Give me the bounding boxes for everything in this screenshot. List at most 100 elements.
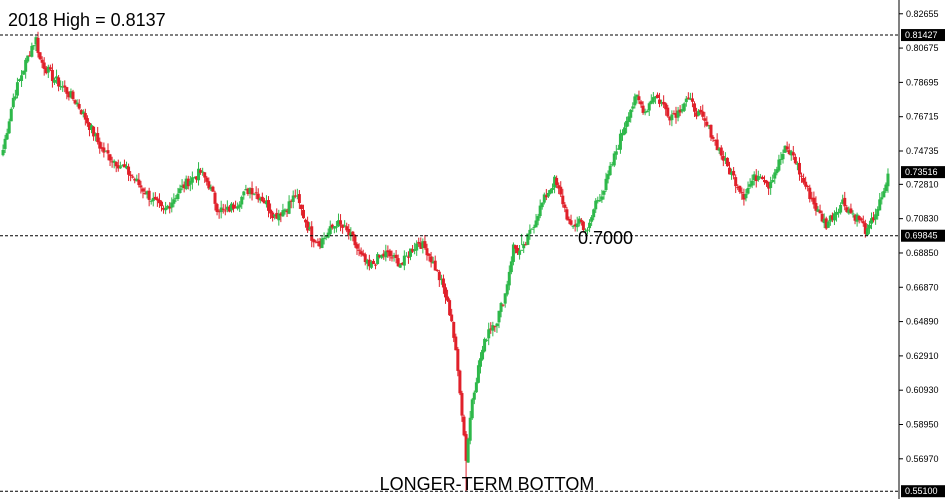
candle-body-up [3,138,7,149]
candle-body-up [24,59,28,72]
candle-body-up [596,200,600,202]
candle-body-down [139,185,143,188]
candle-body-down [275,212,279,219]
candle-body-up [324,236,328,238]
candle-body-up [238,204,242,208]
candle-body-down [357,249,361,251]
price-tick-label: 0.66870 [906,282,939,292]
price-tick-label: 0.78695 [906,77,939,87]
candle-body-down [213,192,217,204]
candle-body-up [343,225,347,227]
candle-body-up [758,176,762,178]
candle-body-down [36,37,40,53]
candle-body-down [110,161,114,163]
candle-body-up [376,254,380,264]
candles-layer [1,31,890,492]
candle-body-down [433,260,437,271]
candle-body-up [120,165,124,167]
candle-body-up [577,218,581,224]
candle-body-down [363,254,367,263]
candle-body-down [441,278,445,288]
candle-body-down [728,167,732,175]
candle-body-down [664,103,668,110]
price-tick-label: 0.62910 [906,351,939,361]
candle-body-down [155,198,159,201]
candle-body-down [63,85,67,88]
candle-body-down [38,52,42,60]
candle-body-up [439,279,443,281]
price-tick-label: 0.70830 [906,214,939,224]
candle-body-up [546,192,550,197]
candle-body-down [102,147,106,153]
candle-body-up [688,98,692,100]
candle-body-down [806,186,810,188]
candle-body-up [219,207,223,213]
candle-body-down [448,300,452,316]
candle-body-down [429,256,433,263]
price-tick-label: 0.74735 [906,146,939,156]
candle-body-down [662,101,666,105]
candle-body-down [452,321,456,338]
candle-body-up [538,205,542,217]
candle-body-down [513,245,517,249]
candle-body-down [544,195,548,198]
candle-body-down [516,247,520,254]
candle-body-up [730,172,734,175]
candle-body-down [28,55,32,57]
candle-body-up [684,98,688,103]
price-tag-label: 0.69845 [905,231,938,241]
candle-body-down [73,100,77,104]
candle-body-down [820,213,824,222]
candle-body-down [444,287,447,298]
candle-body-down [211,186,215,192]
candle-body-up [598,200,602,202]
candle-body-down [559,186,563,195]
candle-body-up [474,382,478,393]
candle-body-down [561,195,565,205]
candle-body-up [835,211,839,215]
candle-body-up [594,200,598,210]
candle-body-up [604,178,608,191]
candle-body-down [672,113,676,115]
candle-body-down [194,176,198,180]
candle-body-down [668,116,672,121]
candle-body-up [192,177,196,179]
candle-body-down [417,241,421,244]
candle-body-up [170,202,174,208]
candle-body-up [476,365,480,383]
candle-body-up [413,249,417,251]
candle-body-up [575,223,579,228]
candle-body-down [57,77,61,87]
price-tick-label: 0.56970 [906,454,939,464]
candle-body-up [283,209,287,212]
candle-body-up [326,232,330,238]
candle-body-up [295,195,299,197]
candle-body-down [701,111,705,117]
candle-body-down [215,204,219,212]
candle-body-down [705,121,709,126]
candle-body-up [847,209,851,214]
candle-body-down [501,304,505,306]
candle-body-up [380,254,384,258]
candle-body-up [507,271,511,286]
candle-body-up [592,209,596,218]
candle-body-up [22,70,26,75]
candle-body-down [297,194,301,204]
candle-body-up [534,220,538,228]
candle-body-up [586,229,590,231]
candle-body-up [209,187,213,190]
candle-body-down [425,248,429,256]
candle-body-down [787,150,791,154]
candle-body-down [489,328,493,330]
candle-body-down [330,224,334,228]
candle-body-up [746,188,750,194]
candle-body-down [386,250,390,253]
candle-body-down [361,253,365,256]
candle-body-up [30,45,34,57]
candle-body-up [717,148,721,151]
candle-body-down [824,218,828,229]
candle-body-down [857,215,861,220]
candle-body-up [481,349,485,360]
candle-body-up [625,120,629,127]
candle-body-up [629,109,633,118]
